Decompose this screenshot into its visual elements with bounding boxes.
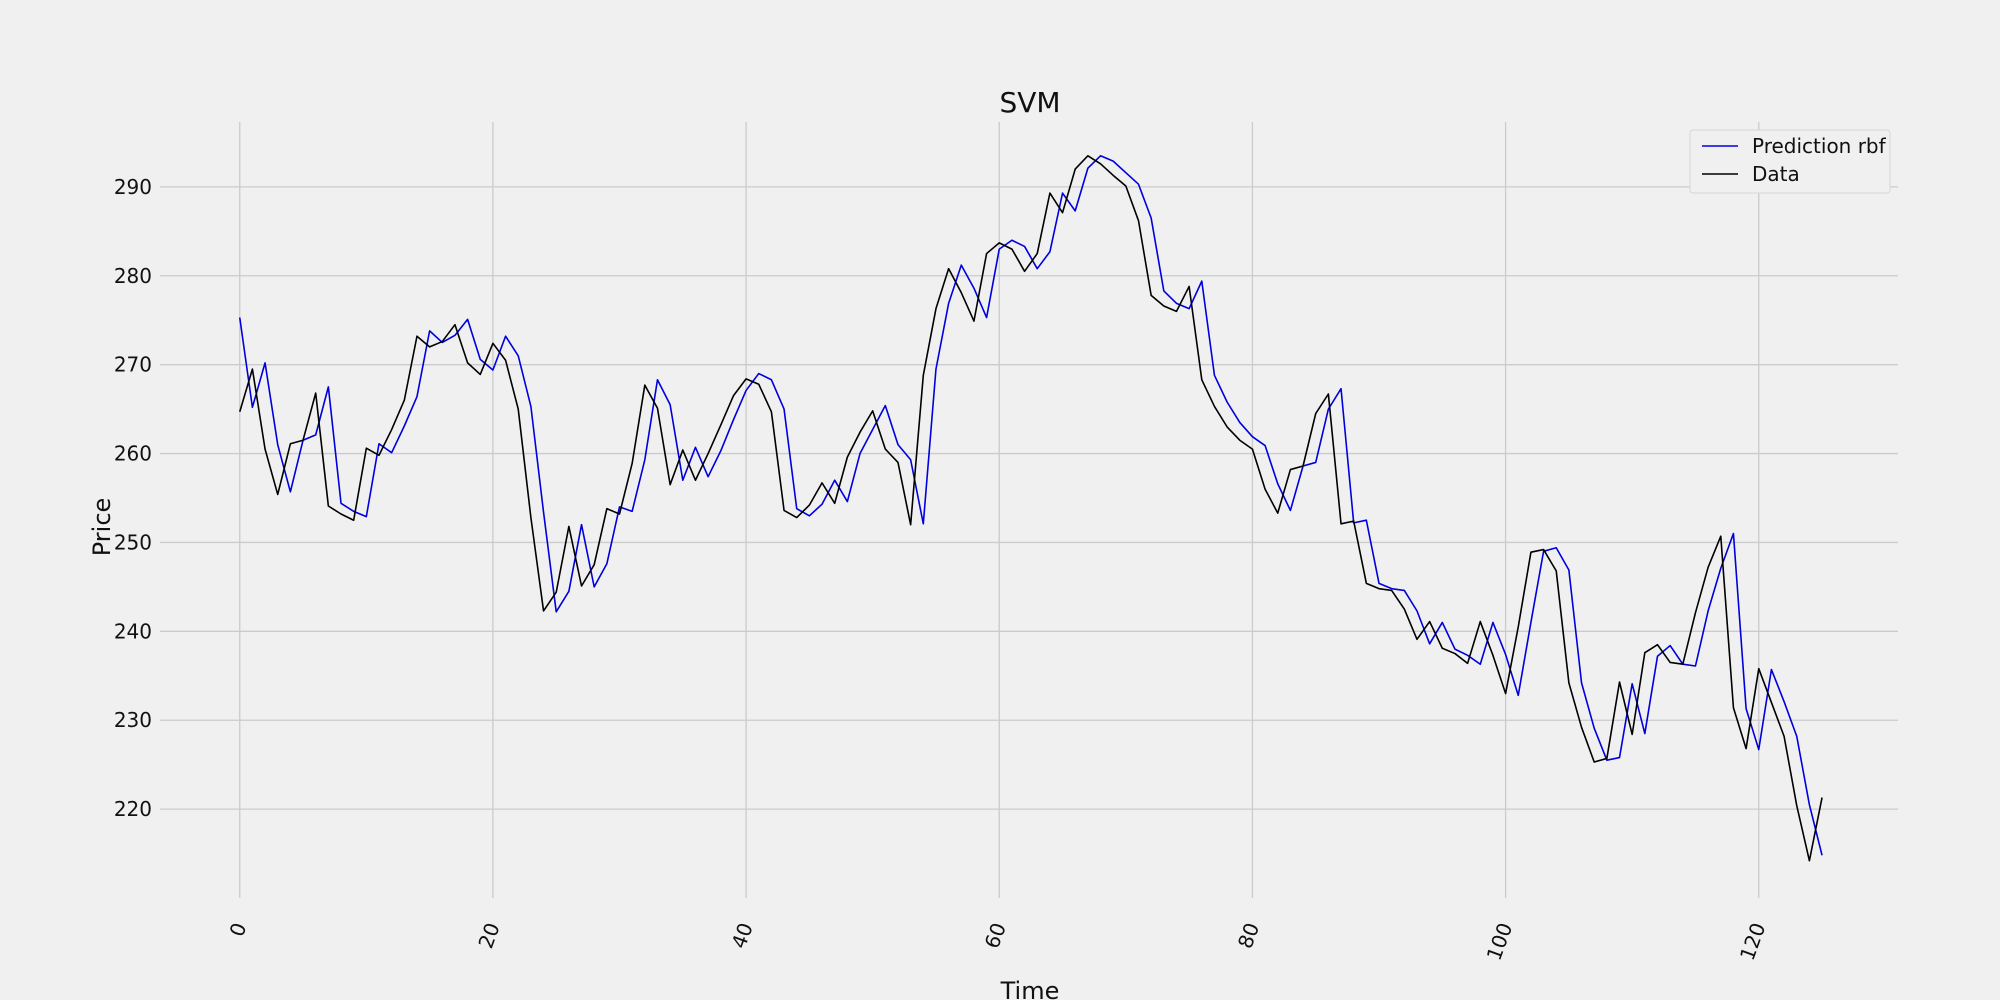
x-axis-title: Time [1000, 977, 1060, 1000]
chart-title: SVM [999, 86, 1060, 119]
x-tick-label: 80 [1233, 920, 1264, 952]
legend: Prediction rbf Data [1689, 129, 1891, 194]
x-tick-label: 60 [980, 920, 1011, 952]
legend-frame [1689, 129, 1891, 194]
x-tick-label: 120 [1735, 920, 1771, 964]
grid [160, 122, 1898, 898]
series-line-prediction-rbf [238, 154, 1823, 856]
y-tick-label: 270 [114, 353, 152, 377]
series-layer [238, 154, 1823, 862]
legend-label-data: Data [1752, 162, 1800, 186]
y-axis-title: Price [88, 498, 116, 557]
y-tick-label: 280 [114, 264, 152, 288]
y-tick-labels: 220 230 240 250 260 270 280 290 [114, 175, 152, 821]
x-tick-label: 100 [1482, 920, 1518, 964]
legend-label-prediction: Prediction rbf [1752, 134, 1887, 158]
y-tick-label: 250 [114, 530, 152, 554]
x-tick-label: 0 [225, 920, 252, 940]
y-tick-label: 260 [114, 442, 152, 466]
x-tick-label: 20 [473, 920, 504, 952]
y-tick-label: 290 [114, 175, 152, 199]
x-tick-label: 40 [727, 920, 758, 952]
y-tick-label: 230 [114, 708, 152, 732]
series-line-data [238, 154, 1823, 862]
y-tick-label: 240 [114, 619, 152, 643]
x-tick-labels: 0 20 40 60 80 100 120 [225, 920, 1771, 964]
y-tick-label: 220 [114, 797, 152, 821]
